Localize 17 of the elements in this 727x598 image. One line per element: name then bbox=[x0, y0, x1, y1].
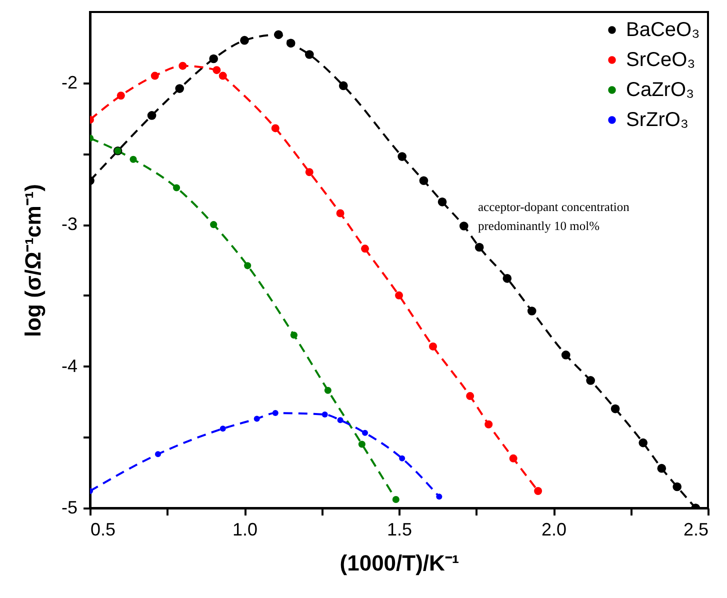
x-axis-title: (1000/T)/K⁻¹ bbox=[340, 550, 460, 576]
x-tick-label: 1.5 bbox=[386, 520, 412, 540]
legend-label: CaZrO₃ bbox=[626, 79, 694, 101]
y-tick-label: -3 bbox=[61, 214, 78, 234]
y-tick-label: -4 bbox=[61, 356, 78, 376]
legend-label: BaCeO₃ bbox=[626, 19, 700, 41]
annotation: acceptor-dopant concentration bbox=[478, 200, 630, 214]
y-tick-label: -5 bbox=[61, 498, 78, 518]
y-axis-title: log (σ/Ω⁻¹cm⁻¹) bbox=[20, 184, 46, 338]
x-tick-label: 2.5 bbox=[683, 520, 708, 540]
x-tick-label: 1.0 bbox=[232, 520, 258, 540]
x-tick-label: 0.5 bbox=[90, 520, 116, 540]
legend-label: SrZrO₃ bbox=[626, 109, 689, 131]
y-tick-label: -2 bbox=[61, 72, 78, 92]
x-tick-label: 2.0 bbox=[541, 520, 567, 540]
legend-label: SrCeO₃ bbox=[626, 49, 696, 71]
annotation: predominantly 10 mol% bbox=[478, 219, 600, 233]
